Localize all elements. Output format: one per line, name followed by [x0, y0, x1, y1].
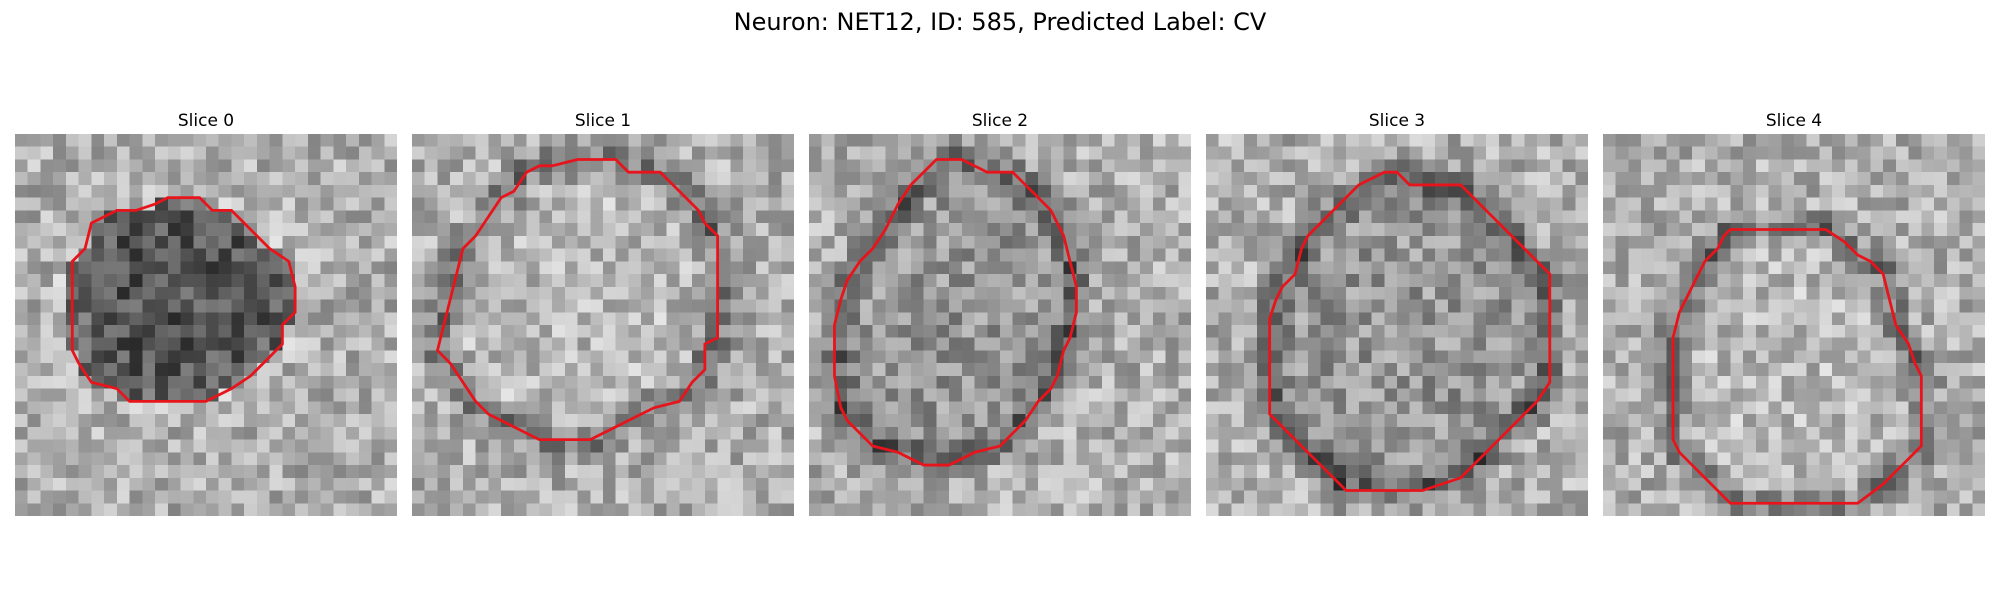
- slice-panel-1: Slice 1: [412, 108, 794, 516]
- slice-title: Slice 4: [1765, 111, 1823, 131]
- slice-title: Slice 2: [971, 111, 1029, 131]
- slice-title: Slice 0: [177, 111, 235, 131]
- roi-contour: [435, 158, 720, 442]
- pixel-grid: [1206, 134, 1588, 516]
- slice-image-4: [1603, 134, 1985, 516]
- pixel-grid: [1603, 134, 1985, 516]
- roi-contour: [833, 158, 1078, 467]
- slice-title: Slice 1: [574, 111, 632, 131]
- slice-panel-4: Slice 4: [1603, 108, 1985, 516]
- pixel-grid: [15, 134, 397, 516]
- pixel-grid: [412, 134, 794, 516]
- slice-panel-0: Slice 0: [15, 108, 397, 516]
- slice-image-0: [15, 134, 397, 516]
- pixel-grid: [809, 134, 1191, 516]
- slice-title: Slice 3: [1368, 111, 1426, 131]
- roi-contour: [1268, 170, 1552, 492]
- slice-panel-2: Slice 2: [809, 108, 1191, 516]
- figure-title: Neuron: NET12, ID: 585, Predicted Label:…: [733, 8, 1267, 36]
- roi-contour: [1671, 228, 1923, 505]
- slice-image-3: [1206, 134, 1588, 516]
- slice-panel-3: Slice 3: [1206, 108, 1588, 516]
- slice-image-1: [412, 134, 794, 516]
- slice-image-2: [809, 134, 1191, 516]
- roi-contour: [70, 196, 297, 403]
